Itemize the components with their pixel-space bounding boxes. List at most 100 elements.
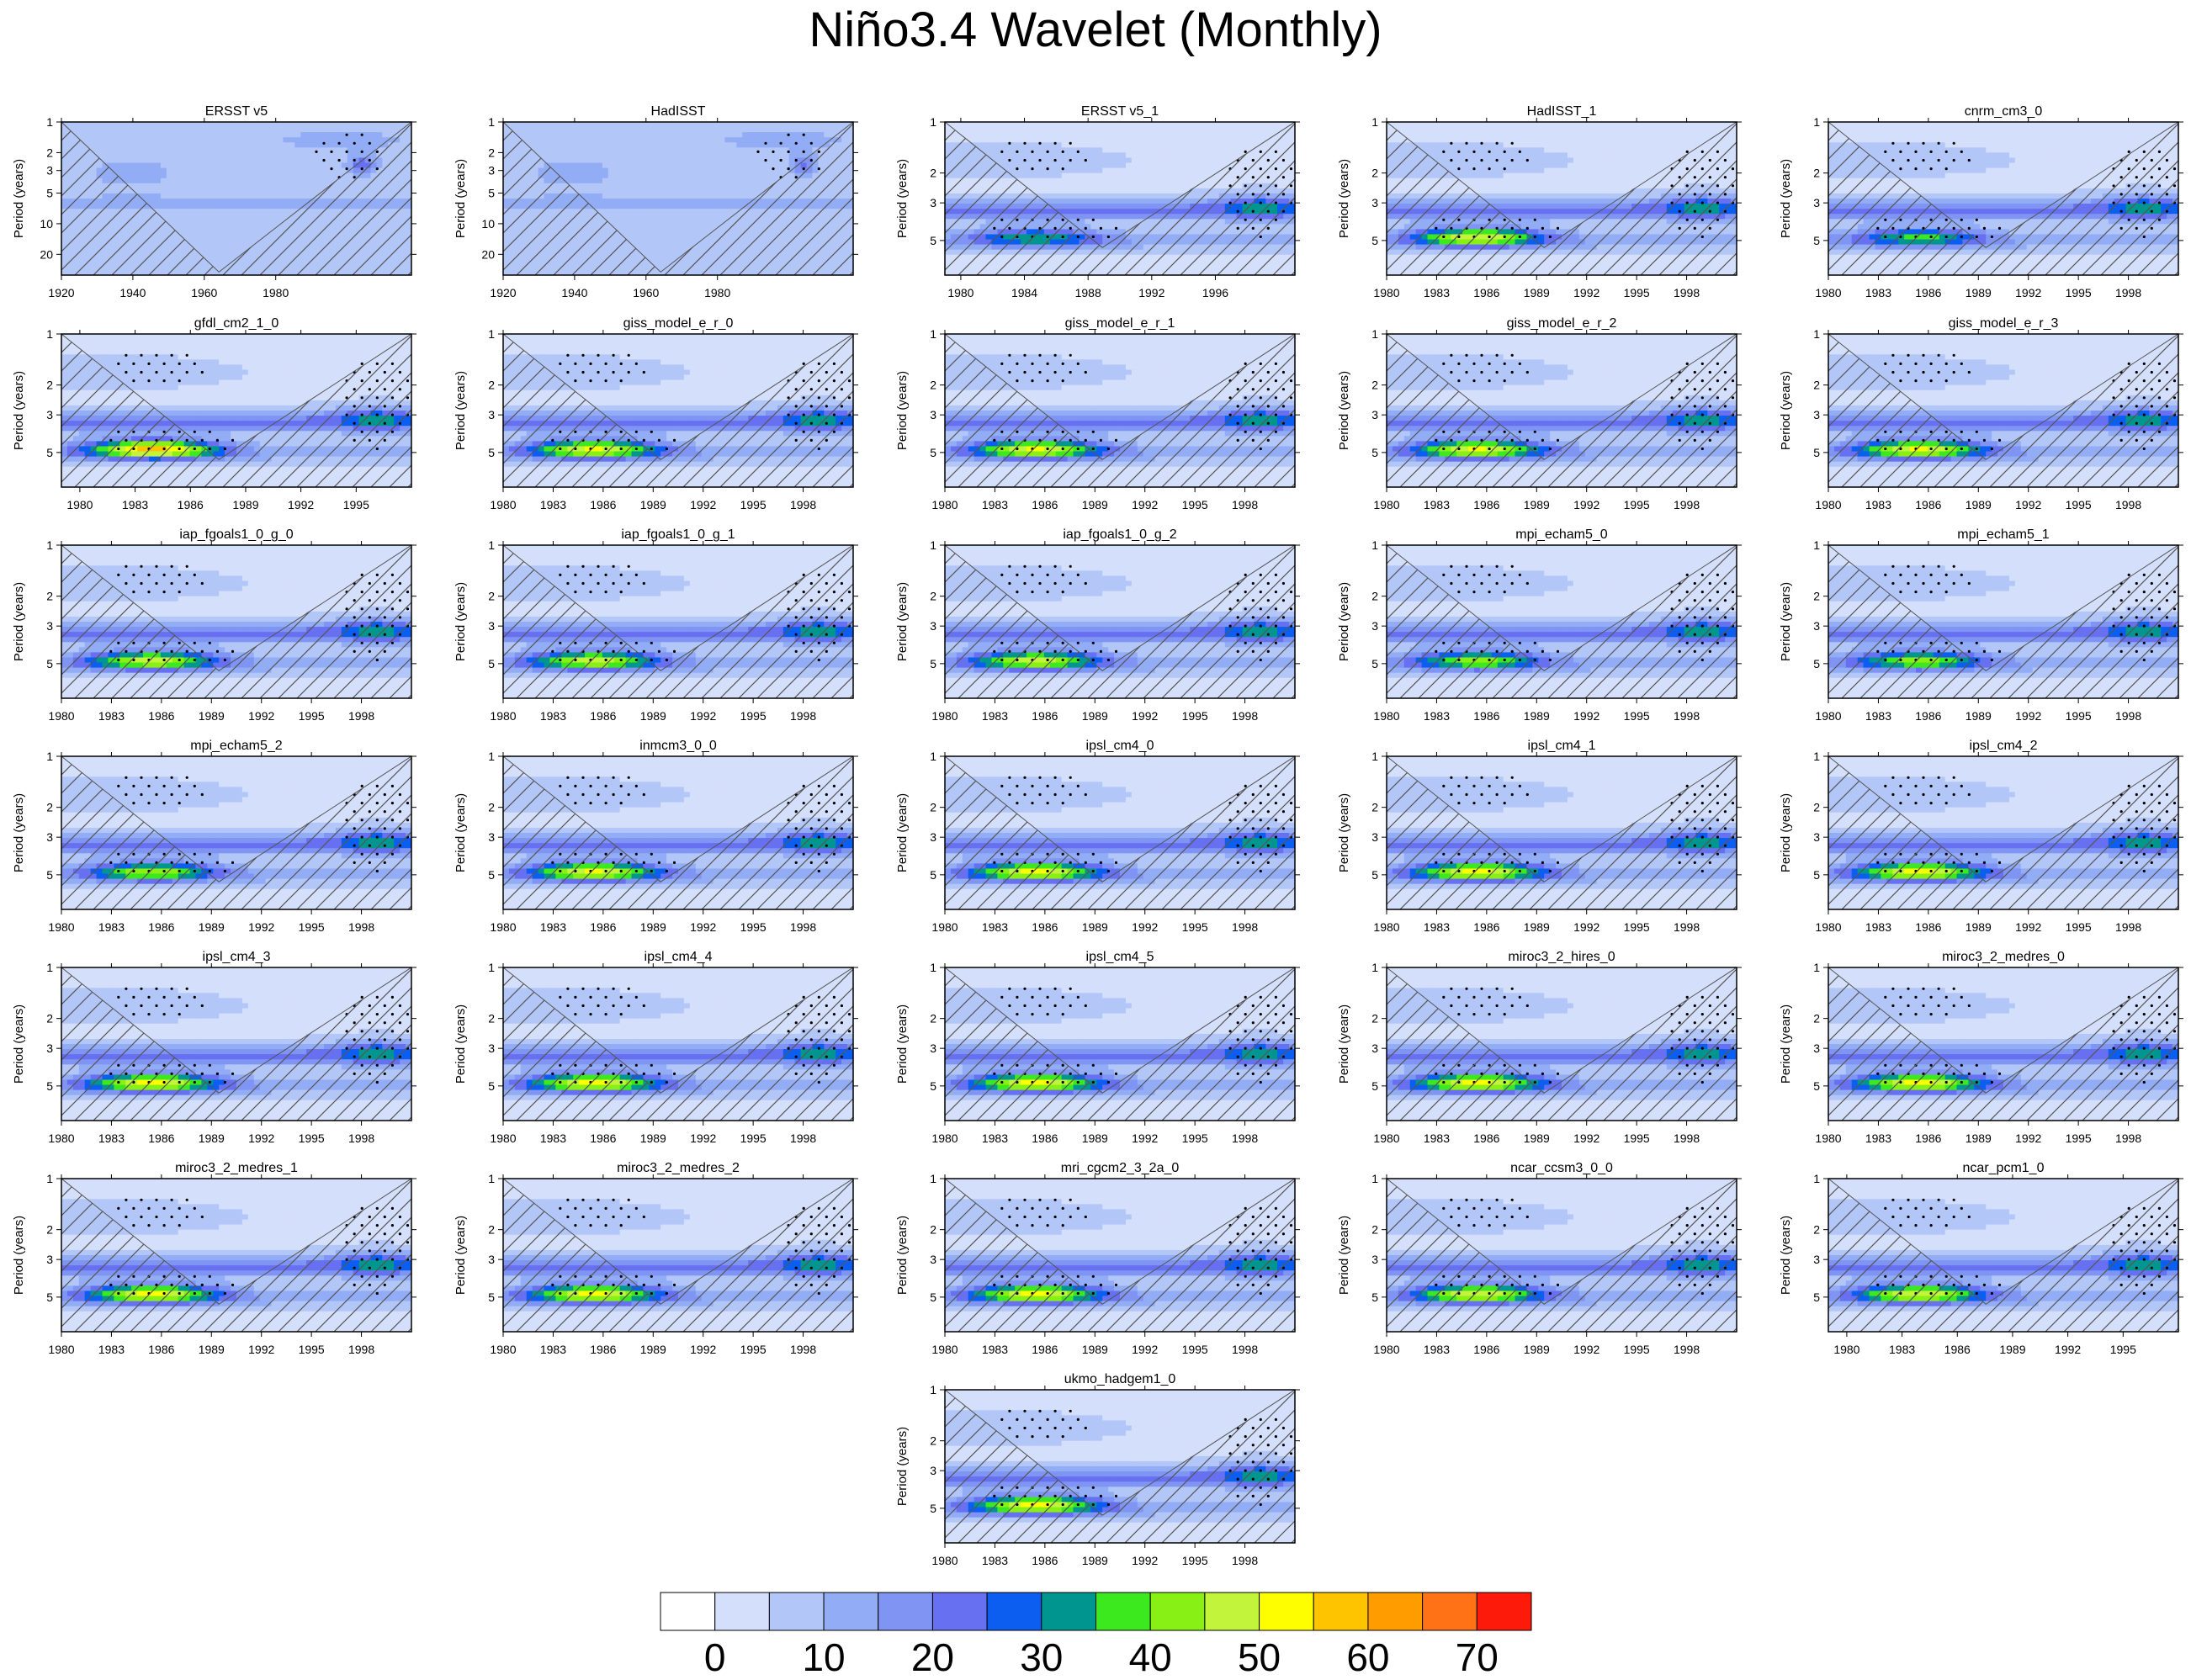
power-cell (631, 178, 639, 184)
power-cell (213, 234, 220, 241)
power-cell (1149, 204, 1156, 209)
power-cell (289, 132, 295, 138)
power-cell (195, 199, 202, 204)
power-cell (289, 209, 295, 215)
power-cell (607, 209, 615, 215)
power-cell (324, 162, 331, 169)
power-cell (1172, 122, 1179, 128)
power-cell (312, 157, 319, 164)
power-cell (979, 122, 987, 128)
coi-boundary (61, 122, 411, 273)
power-cell (219, 152, 225, 159)
power-cell (754, 157, 761, 164)
power-cell (643, 199, 650, 204)
power-cell (544, 127, 551, 133)
power-cell (247, 183, 255, 189)
power-cell (277, 147, 284, 153)
power-cell (1067, 199, 1074, 204)
power-cell (259, 137, 267, 143)
power-cell (114, 162, 120, 169)
power-cell (579, 142, 586, 148)
power-cell (125, 162, 132, 169)
power-cell (1108, 188, 1115, 194)
power-cell (573, 172, 580, 179)
power-cell (219, 234, 225, 241)
power-cell (219, 249, 225, 256)
power-cell (555, 122, 562, 128)
power-cell (660, 167, 667, 174)
power-cell (1178, 132, 1185, 138)
power-cell (742, 183, 749, 189)
power-cell (195, 239, 202, 246)
power-cell (666, 204, 673, 209)
power-cell (979, 127, 987, 133)
power-cell (736, 178, 743, 184)
power-cell (689, 142, 697, 148)
power-cell (1037, 183, 1045, 189)
power-cell (1131, 204, 1138, 209)
power-cell (701, 234, 708, 241)
power-cell (283, 157, 289, 164)
power-cell (1021, 142, 1027, 148)
power-cell (719, 137, 726, 143)
power-cell (1102, 193, 1109, 199)
power-cell (754, 183, 761, 189)
power-cell (1055, 142, 1063, 148)
power-cell (1166, 152, 1173, 159)
power-cell (1085, 183, 1091, 189)
power-cell (695, 204, 703, 209)
power-cell (253, 204, 261, 209)
power-cell (1021, 137, 1027, 143)
power-cell (713, 152, 720, 159)
power-cell (143, 167, 150, 174)
power-cell (353, 152, 360, 159)
power-cell (183, 209, 191, 215)
power-cell (241, 127, 249, 133)
power-cell (219, 167, 225, 174)
power-cell (968, 137, 975, 143)
power-cell (236, 239, 243, 246)
power-cell (277, 188, 284, 194)
power-cell (1090, 152, 1097, 159)
significance-dot (787, 167, 790, 171)
power-cell (125, 157, 132, 164)
power-cell (312, 188, 319, 194)
power-cell (1067, 209, 1074, 215)
power-cell (329, 172, 337, 179)
power-cell (1003, 157, 1010, 164)
power-cell (183, 137, 191, 143)
power-cell (736, 152, 743, 159)
power-cell (695, 152, 703, 159)
power-cell (166, 122, 173, 128)
power-cell (766, 178, 772, 184)
x-tick-label: 1940 (119, 286, 146, 299)
power-cell (613, 157, 621, 164)
power-cell (607, 142, 615, 148)
power-cell (649, 178, 655, 184)
power-cell (271, 209, 279, 215)
power-cell (544, 157, 551, 164)
power-cell (985, 142, 993, 148)
power-cell (1067, 183, 1074, 189)
power-cell (1120, 219, 1127, 225)
power-cell (143, 137, 150, 143)
power-cell (619, 132, 627, 138)
power-cell (1073, 204, 1080, 209)
power-cell (643, 254, 650, 261)
power-cell (195, 122, 202, 128)
power-cell (166, 127, 173, 133)
power-cell (183, 229, 191, 236)
power-cell (253, 132, 261, 138)
power-cell (329, 122, 337, 128)
power-cell (619, 122, 627, 128)
power-cell (1061, 152, 1069, 159)
power-cell (195, 219, 202, 225)
power-cell (660, 122, 667, 128)
power-cell (1061, 157, 1069, 164)
power-cell (236, 137, 243, 143)
power-cell (318, 178, 325, 184)
power-cell (707, 172, 714, 179)
power-cell (219, 204, 225, 209)
power-cell (1143, 167, 1150, 174)
power-cell (766, 122, 772, 128)
